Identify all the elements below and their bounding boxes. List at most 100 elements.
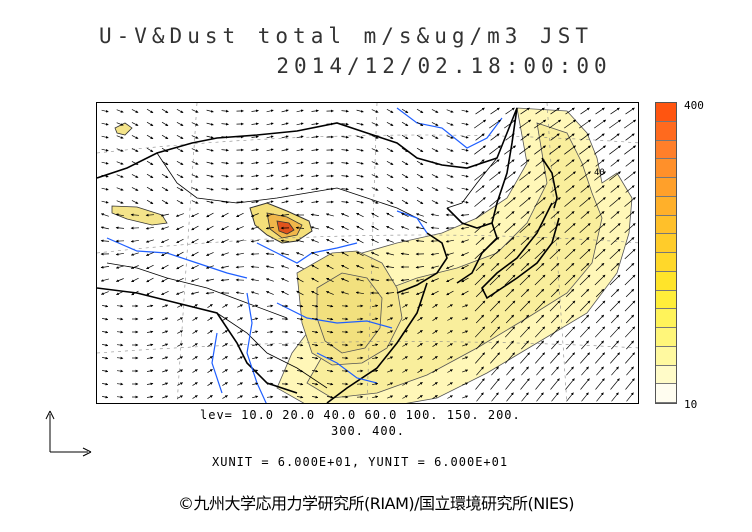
wind-vector	[416, 186, 424, 192]
wind-vector	[222, 304, 228, 308]
wind-vector	[222, 343, 228, 347]
wind-vector	[387, 317, 394, 321]
wind-vector	[310, 226, 319, 230]
wind-vector	[596, 340, 604, 350]
wind-vector	[566, 366, 574, 376]
wind-vector	[326, 251, 334, 257]
wind-vector	[176, 199, 184, 205]
wind-vector	[311, 251, 319, 257]
wind-vector	[372, 317, 379, 321]
wind-vector	[550, 211, 560, 219]
wind-vector	[593, 119, 607, 129]
colorbar-segment	[656, 103, 676, 122]
contour-label: 40	[594, 168, 605, 178]
wind-vector	[447, 356, 453, 360]
wind-vector	[581, 392, 589, 402]
wind-vector	[205, 278, 214, 282]
wind-vector	[192, 382, 198, 386]
wind-vector	[102, 356, 109, 360]
wind-vector	[252, 343, 259, 347]
wind-vector	[265, 291, 274, 295]
wind-vector	[416, 147, 424, 153]
wind-vector	[579, 145, 591, 155]
wind-vector	[415, 291, 424, 295]
wind-vector	[281, 109, 289, 113]
wind-vector	[400, 239, 409, 243]
wind-vector	[504, 274, 516, 286]
wind-vector	[161, 173, 169, 179]
dust-source-northwest	[114, 122, 133, 136]
wind-vector	[102, 369, 109, 373]
wind-vector	[609, 274, 621, 286]
wind-vector	[579, 223, 591, 233]
wind-vector	[504, 223, 516, 233]
wind-vector	[402, 330, 408, 334]
wind-vector	[595, 133, 605, 141]
wind-vector	[372, 369, 379, 373]
wind-vector	[296, 343, 304, 347]
wind-vector	[417, 330, 423, 334]
wind-vector	[191, 212, 199, 218]
wind-vector	[564, 274, 576, 286]
wind-vector	[341, 225, 349, 231]
wind-vector	[221, 135, 229, 139]
wind-vector	[461, 161, 469, 165]
wind-vector	[206, 109, 214, 113]
wind-vector	[548, 119, 562, 129]
wind-vector	[579, 274, 591, 286]
wind-vector	[579, 300, 591, 312]
wind-vector	[311, 174, 319, 178]
wind-vector	[100, 226, 109, 230]
wind-vector	[235, 239, 244, 243]
wind-vector	[625, 107, 635, 115]
wind-vector	[281, 187, 289, 191]
wind-vector	[176, 264, 184, 270]
wind-vector	[489, 248, 501, 260]
wind-vector	[115, 278, 124, 282]
wind-vector	[475, 262, 485, 272]
wind-vector	[206, 252, 214, 256]
wind-vector	[474, 248, 486, 260]
wind-vector	[356, 174, 364, 178]
wind-vector	[221, 174, 229, 178]
wind-vector	[341, 161, 349, 165]
wind-vector	[326, 382, 334, 386]
wind-vector	[401, 160, 409, 166]
wind-vector	[116, 187, 124, 191]
colorbar-segment	[656, 271, 676, 291]
wind-vector	[206, 148, 214, 152]
wind-vector	[446, 290, 454, 296]
wind-vector	[489, 274, 501, 286]
wind-vector	[372, 304, 379, 308]
wind-vector	[101, 200, 109, 204]
wind-vector-field	[100, 107, 637, 402]
wind-vector	[221, 225, 229, 231]
wind-vector	[416, 134, 424, 140]
wind-vector	[266, 187, 274, 191]
wind-vector	[564, 197, 576, 207]
wind-vector	[251, 135, 259, 139]
wind-vector	[564, 300, 576, 312]
wind-vector	[265, 226, 274, 230]
wind-vector	[475, 107, 485, 115]
map-title: U-V&Dust total m/s&ug/m3 JST	[98, 24, 593, 48]
wind-vector	[176, 238, 184, 244]
wind-vector	[610, 211, 620, 219]
wind-vector	[251, 161, 259, 165]
colorbar-segment	[656, 121, 676, 141]
wind-vector	[625, 159, 635, 167]
wind-vector	[101, 187, 109, 191]
wind-vector	[250, 213, 259, 217]
wind-vector	[401, 108, 409, 114]
wind-vector	[594, 248, 606, 260]
wind-vector	[460, 213, 470, 217]
wind-vector	[296, 382, 304, 386]
wind-vector	[102, 330, 109, 334]
wind-vector	[431, 135, 439, 139]
wind-vector	[207, 304, 213, 308]
wind-vector	[520, 107, 530, 115]
wind-vector	[596, 366, 604, 376]
wind-vector	[535, 378, 545, 390]
wind-vector	[432, 356, 438, 360]
wind-vector	[237, 304, 244, 308]
